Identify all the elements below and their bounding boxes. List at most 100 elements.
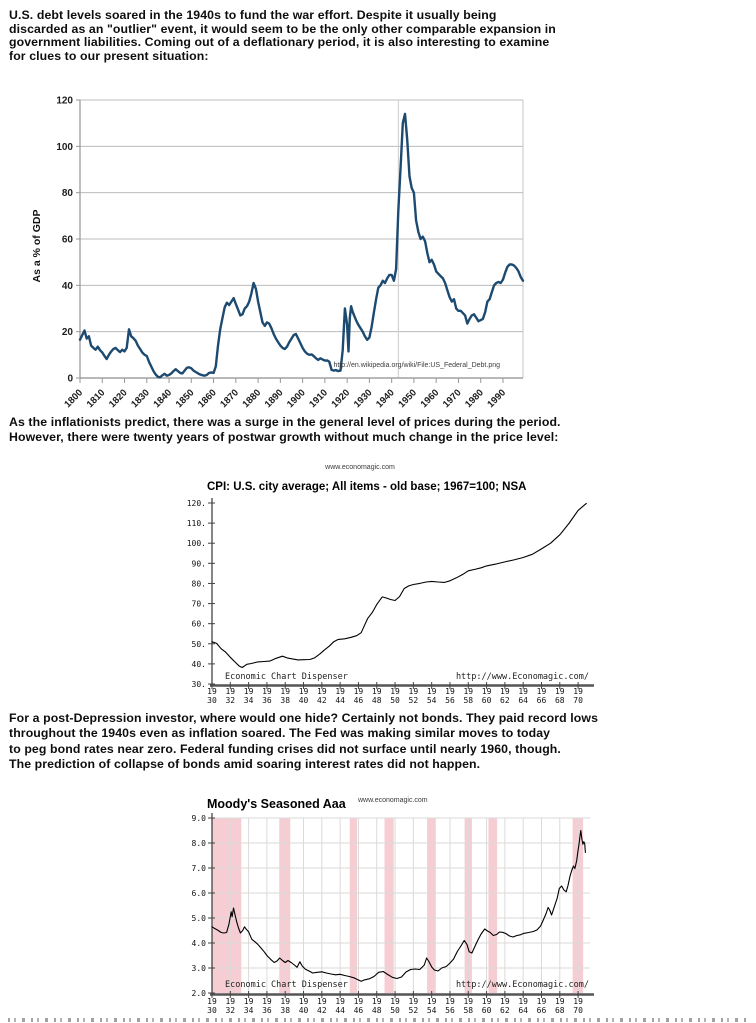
footer-economagic-url: http://www.Economagic.com/ [456,672,589,682]
x-tick-label: 54 [427,696,437,705]
x-tick-label: 19 [372,997,382,1006]
x-tick-label: 58 [463,696,473,705]
x-tick-label: 44 [335,696,345,705]
moodys-aaa-chart: 2.03.04.05.06.07.08.09.01930193219341936… [192,797,594,1015]
x-tick-label: 19 [262,687,272,696]
x-tick-label: 1900 [285,387,308,410]
paragraph-inflation: As the inflationists predict, there was … [9,415,561,444]
x-tick-label: 1890 [263,387,286,410]
x-tick-label: 46 [354,696,364,705]
x-tick-label: 1800 [62,387,85,410]
chart-title: CPI: U.S. city average; All items - old … [207,481,526,493]
x-tick-label: 1920 [330,387,353,410]
x-tick-label: 19 [555,997,565,1006]
x-tick-label: 19 [317,687,327,696]
x-tick-label: 44 [335,1006,345,1015]
y-tick-label: 4.0 [192,939,207,948]
x-tick-label: 58 [463,1006,473,1015]
x-tick-label: 64 [518,1006,528,1015]
y-tick-label: 50. [192,640,206,649]
x-tick-label: 1960 [419,387,442,410]
x-tick-label: 1860 [196,387,219,410]
x-tick-label: 19 [445,997,455,1006]
x-tick-label: 40 [299,696,309,705]
x-tick-label: 19 [372,687,382,696]
x-tick-label: 34 [244,696,254,705]
recession-band [488,818,498,993]
site-watermark: www.economagic.com [324,464,395,471]
x-tick-label: 19 [244,997,254,1006]
x-tick-label: 36 [262,696,272,705]
x-tick-label: 1820 [107,387,130,410]
x-tick-label: 1990 [485,387,508,410]
x-tick-label: 1840 [151,387,174,410]
x-tick-label: 19 [518,687,528,696]
footer-dispenser-label: Economic Chart Dispenser [225,672,348,682]
x-tick-label: 19 [299,997,309,1006]
recession-band [384,818,394,993]
x-tick-label: 19 [390,687,400,696]
x-tick-label: 66 [537,1006,547,1015]
y-tick-label: 9.0 [192,814,207,823]
x-tick-label: 1810 [85,387,108,410]
x-tick-label: 19 [573,997,583,1006]
x-tick-label: 1970 [441,387,464,410]
x-tick-label: 19 [482,997,492,1006]
y-tick-label: 60. [192,620,206,629]
x-tick-label: 68 [555,696,565,705]
x-tick-label: 60 [482,1006,492,1015]
x-tick-label: 1880 [240,387,263,410]
x-tick-label: 19 [280,997,290,1006]
x-tick-label: 38 [280,696,290,705]
x-tick-label: 36 [262,1006,272,1015]
x-tick-label: 66 [537,696,547,705]
x-tick-label: 19 [207,687,217,696]
source-url-annotation: http://en.wikipedia.org/wiki/File:US_Fed… [333,362,500,369]
x-tick-label: 52 [409,1006,419,1015]
x-tick-label: 19 [354,687,364,696]
y-tick-label: 80. [192,579,206,588]
x-tick-label: 42 [317,696,327,705]
x-tick-label: 46 [354,1006,364,1015]
x-tick-label: 1940 [374,387,397,410]
x-tick-label: 19 [463,997,473,1006]
y-tick-label: 8.0 [192,839,207,848]
x-tick-label: 1850 [174,387,197,410]
site-watermark: www.economagic.com [357,797,428,804]
series-line [211,829,586,982]
x-tick-label: 1830 [129,387,152,410]
y-tick-label: 3.0 [192,964,207,973]
x-tick-label: 52 [409,696,419,705]
x-tick-label: 42 [317,1006,327,1015]
cpi-chart: 30.40.50.60.70.80.90.100.110.120.1930193… [187,464,594,705]
y-tick-label: 120 [56,96,73,107]
y-tick-label: 40 [62,281,74,292]
x-tick-label: 40 [299,1006,309,1015]
y-tick-label: 60 [62,235,74,246]
x-tick-label: 19 [335,997,345,1006]
x-tick-label: 19 [207,997,217,1006]
chart-title: Moody's Seasoned Aaa [207,797,347,811]
paragraph-bonds: For a post-Depression investor, where wo… [9,711,599,771]
x-tick-label: 19 [427,687,437,696]
x-tick-label: 19 [409,997,419,1006]
x-tick-label: 19 [427,997,437,1006]
y-tick-label: 110. [187,519,206,528]
x-tick-label: 19 [280,687,290,696]
x-tick-label: 19 [390,997,400,1006]
x-tick-label: 19 [537,997,547,1006]
x-tick-label: 19 [518,997,528,1006]
x-tick-label: 19 [463,687,473,696]
y-tick-label: 30. [192,680,206,689]
x-tick-label: 1870 [218,387,241,410]
y-tick-label: 90. [192,559,206,568]
x-tick-label: 48 [372,696,382,705]
recession-band [212,818,242,993]
x-tick-label: 19 [482,687,492,696]
x-tick-label: 19 [537,687,547,696]
x-tick-label: 50 [390,696,400,705]
x-tick-label: 56 [445,696,455,705]
x-tick-label: 54 [427,1006,437,1015]
